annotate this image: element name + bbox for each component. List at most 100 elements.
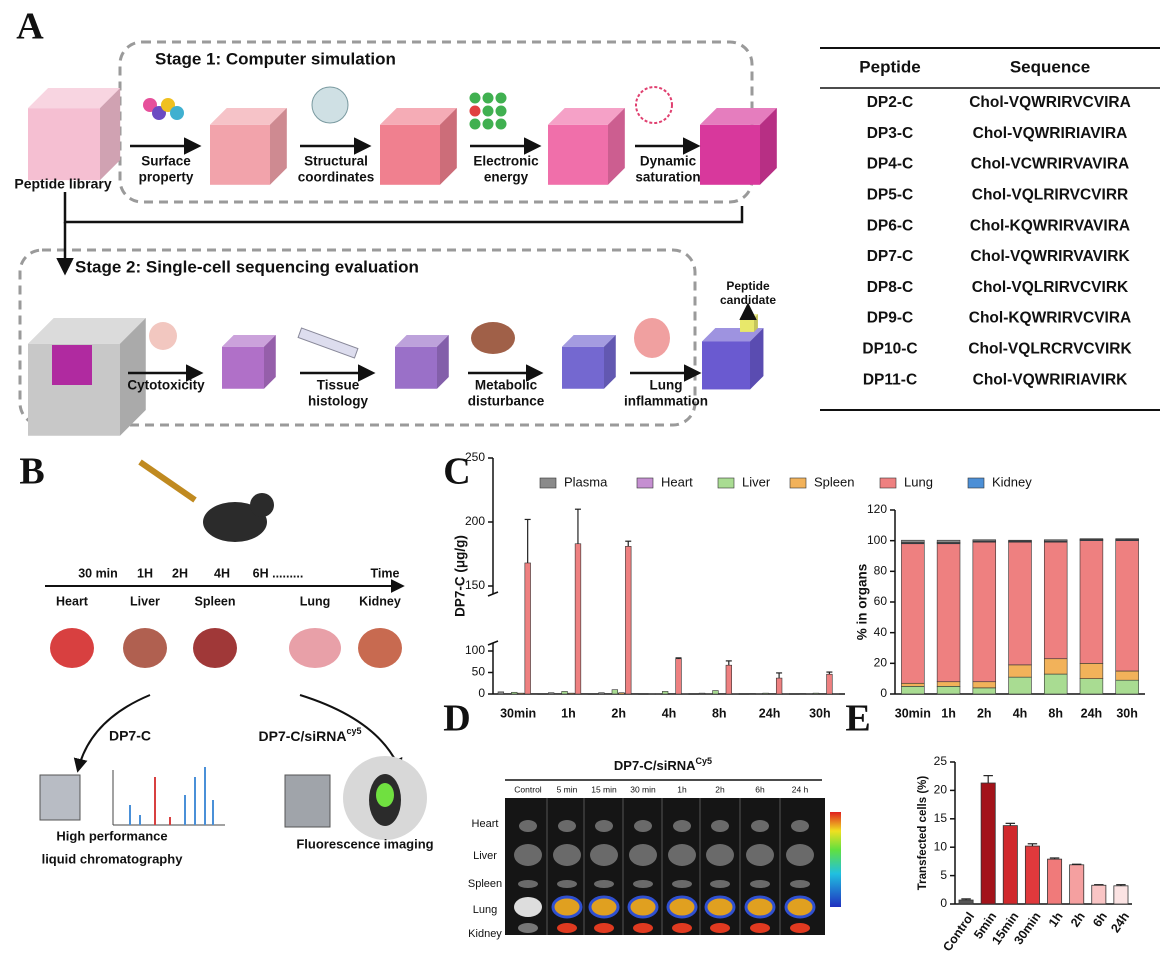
icon	[143, 98, 157, 112]
method-caption: Fluorescence imaging	[296, 836, 433, 851]
icon	[469, 92, 481, 104]
table-header: Sequence	[1010, 57, 1090, 76]
icon	[471, 322, 515, 354]
method-text: DP7-C/siRNA	[259, 728, 347, 744]
row-label: Lung	[473, 904, 497, 916]
bar	[812, 692, 820, 695]
icon	[469, 105, 481, 117]
bar-segment	[972, 539, 997, 542]
panel-label: A	[16, 6, 44, 48]
y-tick-label: 120	[867, 502, 887, 516]
bar-segment	[1008, 541, 1032, 666]
cube-front	[380, 124, 440, 185]
candidate-label: Peptide	[726, 279, 770, 293]
cube-side	[264, 335, 276, 389]
bar	[618, 692, 625, 695]
table-cell: Chol-VQLRCRVCVIRK	[968, 340, 1132, 357]
cube-front	[700, 124, 760, 185]
method-caption: High performance	[56, 828, 167, 843]
cube	[702, 328, 764, 390]
cube-top-shade	[28, 88, 121, 109]
organ-image	[711, 820, 729, 832]
bar-segment	[972, 541, 997, 683]
bar-segment	[936, 539, 961, 543]
column-label: 1h	[677, 784, 687, 794]
x-tick-label: 24h	[1081, 706, 1103, 720]
organ-label: Liver	[130, 594, 160, 608]
y-axis-label: Transfected cells (%)	[917, 776, 929, 891]
bar-segment	[936, 681, 961, 687]
step-label: disturbance	[468, 394, 545, 409]
cube	[700, 108, 777, 185]
library-label: Peptide library	[14, 176, 111, 192]
icon	[482, 92, 494, 104]
organ-image	[746, 844, 774, 866]
lung-signal	[784, 895, 816, 919]
cube-side	[750, 328, 764, 390]
cube-side	[437, 335, 449, 389]
icon	[152, 106, 166, 120]
organ-icon	[289, 628, 341, 668]
cube-top-shade	[700, 108, 777, 125]
bar	[524, 562, 531, 695]
organ-image	[634, 820, 652, 832]
bar	[958, 899, 974, 905]
y-tick-label: 0	[940, 896, 947, 910]
bar	[574, 543, 582, 695]
kidney-signal	[790, 923, 810, 933]
icon	[495, 105, 507, 117]
cube-front	[210, 124, 270, 185]
cube-side	[440, 108, 457, 185]
organ-image	[673, 820, 691, 832]
cube-front	[395, 346, 437, 389]
cube	[548, 108, 625, 185]
bar	[568, 692, 575, 695]
icon	[495, 92, 507, 104]
cube-top-shade	[395, 335, 449, 347]
organ-icon	[50, 628, 94, 668]
cube-top	[28, 318, 146, 344]
bar-segment	[1115, 670, 1139, 681]
y-tick-label: 0	[880, 686, 887, 700]
table-cell: Chol-KQWRIRVCVIRA	[969, 310, 1131, 327]
y-tick-label: 25	[934, 754, 948, 768]
y-tick-label: 250	[465, 450, 485, 464]
timeline-label: 4H	[214, 566, 230, 580]
signal	[376, 783, 394, 807]
mouse	[203, 502, 267, 542]
organ-image	[790, 880, 810, 888]
bar-segment	[1079, 678, 1104, 695]
legend-label: Kidney	[992, 474, 1032, 489]
y-tick-label: 5	[940, 868, 947, 882]
bar-segment	[1115, 538, 1139, 540]
bar-segment	[1079, 538, 1104, 540]
x-tick-label: 1h	[1046, 910, 1066, 930]
y-tick-label: 80	[874, 564, 888, 578]
cube	[28, 318, 146, 436]
icon	[482, 118, 494, 130]
lung-signal	[627, 895, 659, 919]
x-tick-label: 6h	[1090, 910, 1110, 930]
axis-break	[487, 591, 499, 597]
kidney-signal	[672, 923, 692, 933]
lung-signal	[551, 895, 583, 919]
organ-label: Spleen	[195, 594, 236, 608]
icon	[170, 106, 184, 120]
row-label: Liver	[473, 850, 497, 862]
table-cell: Chol-VCWRIRVAVIRA	[971, 156, 1129, 173]
y-tick-label: 100	[465, 643, 485, 657]
row-label: Heart	[472, 818, 499, 830]
sup-title: DP7-C/siRNACy5	[614, 756, 712, 773]
table-cell: DP3-C	[867, 125, 914, 142]
row-label: Spleen	[468, 878, 502, 890]
bar	[1091, 884, 1107, 905]
bar-segment	[1115, 679, 1139, 695]
table-cell: DP9-C	[867, 310, 914, 327]
organ-image	[750, 880, 770, 888]
bar-segment	[901, 682, 925, 687]
bar-segment	[1043, 673, 1068, 695]
imager	[284, 774, 331, 828]
legend-label: Lung	[904, 474, 933, 489]
